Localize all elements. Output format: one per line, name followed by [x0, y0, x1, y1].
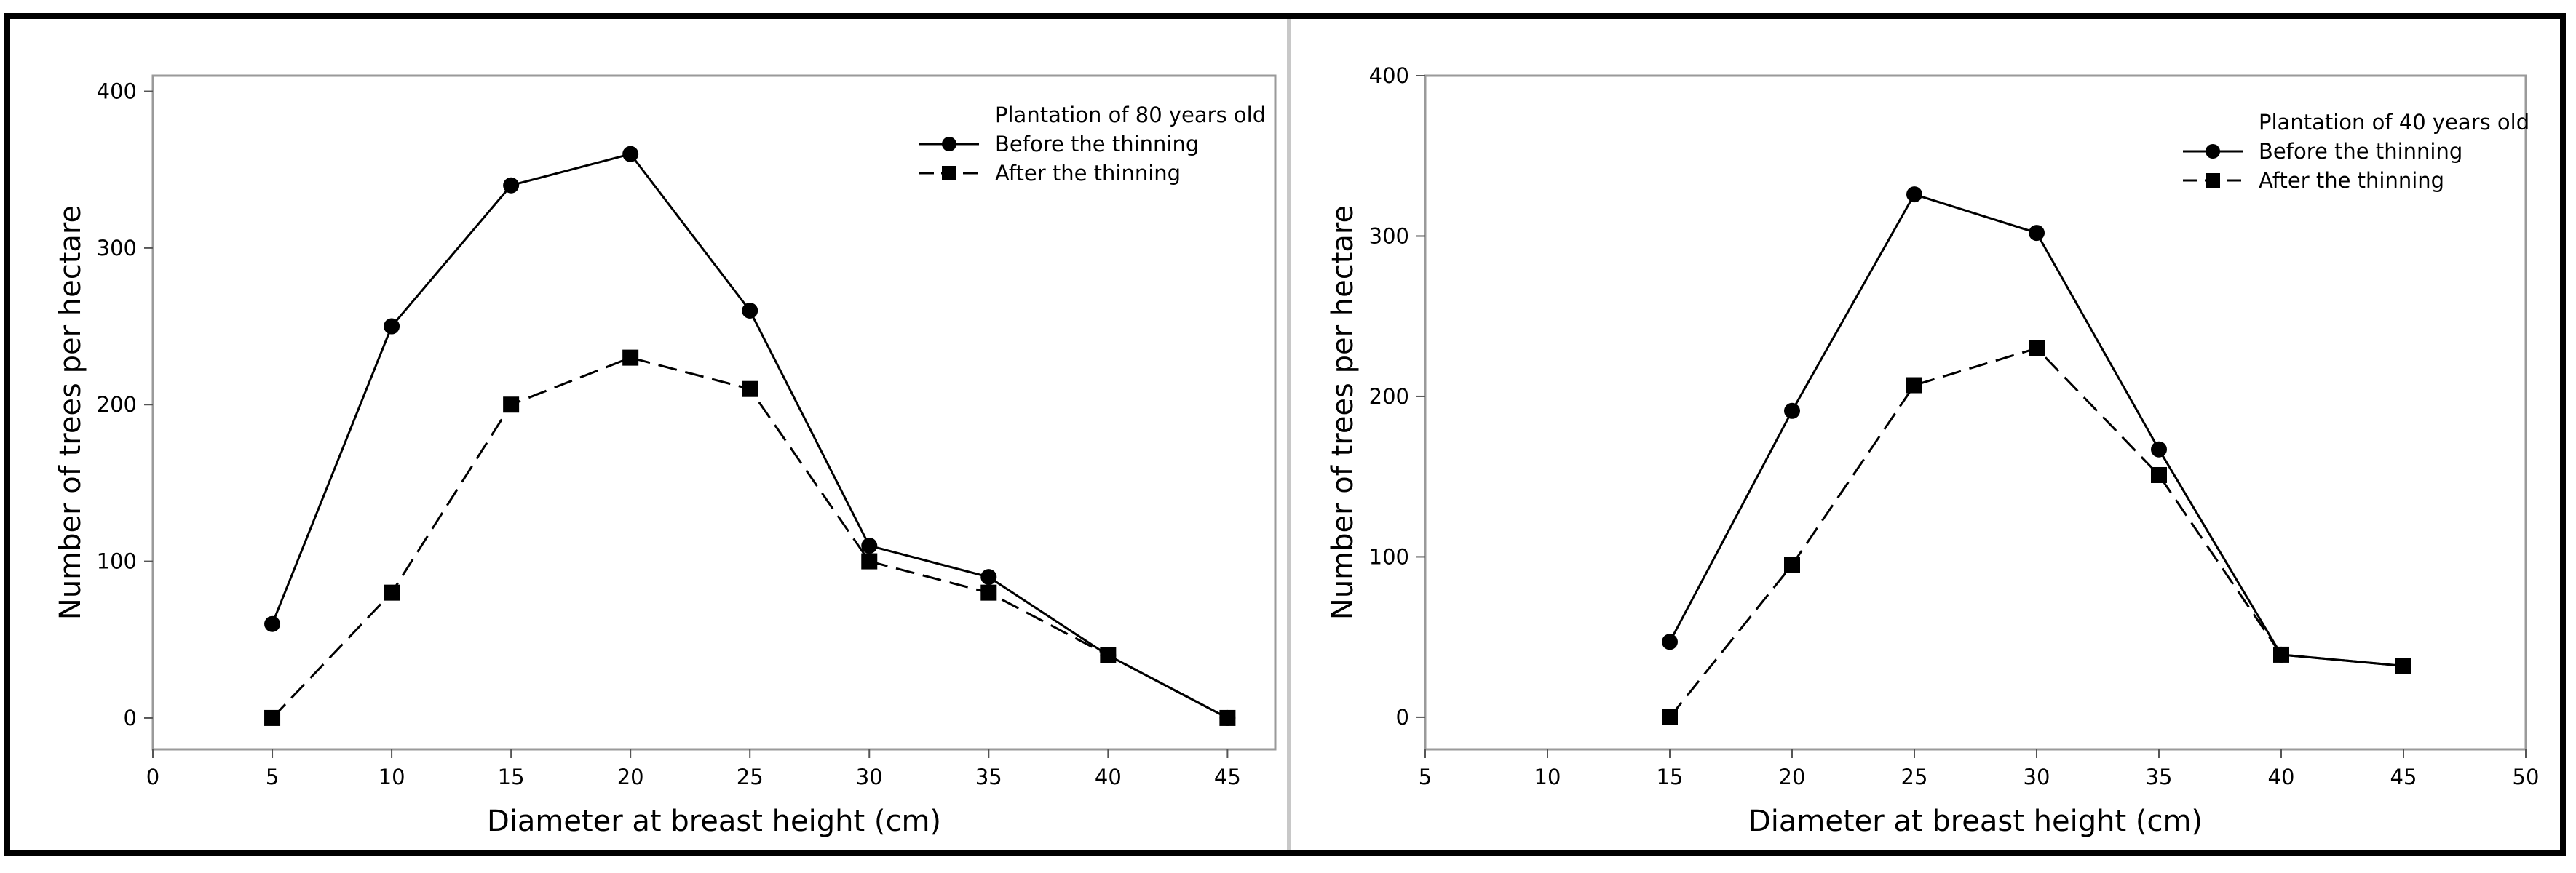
legend-entry-label: Before the thinning [2259, 139, 2462, 164]
series-line-before [1668, 193, 2404, 667]
x-tick-label: 35 [2146, 765, 2173, 789]
data-point-before [622, 146, 639, 162]
y-axis-label: Number of trees per hectare [1326, 205, 1360, 620]
legend-title: Plantation of 40 years old [2259, 110, 2529, 135]
x-tick-label: 20 [617, 765, 644, 789]
data-point-before [1906, 186, 1922, 203]
data-point-after [1906, 377, 1922, 394]
x-tick-label: 25 [1901, 765, 1928, 789]
data-point-after [861, 553, 878, 570]
data-point-before [264, 615, 281, 632]
y-tick-label: 100 [1369, 544, 1409, 569]
legend-marker-circle [942, 137, 956, 151]
x-tick-label: 45 [1214, 765, 1241, 789]
series-line-after [271, 356, 1229, 719]
chart-panel-2: 5 10 15 20 25 30 35 40 45 50 0 100 200 300 400 Diameter… [1326, 63, 2539, 838]
y-tick-label: 100 [97, 549, 137, 574]
series-line-after [1668, 347, 2404, 718]
x-tick-label: 15 [498, 765, 525, 789]
plot-area [151, 74, 1277, 751]
x-tick-label: 30 [2024, 765, 2050, 789]
chart-panel-1: 0 5 10 15 20 25 30 35 40 45 0 100 200 300 400 Diameter … [54, 74, 1277, 838]
x-tick-label: 10 [379, 765, 405, 789]
data-point-before [1784, 402, 1800, 419]
legend: Plantation of 40 years old Before the thi… [2183, 110, 2529, 193]
legend-marker-square [2206, 173, 2220, 188]
x-tick-label: 25 [737, 765, 764, 789]
legend-marker-square [942, 166, 956, 180]
data-point-after [384, 584, 400, 601]
plot-area [1424, 74, 2527, 751]
x-tick-label: 40 [1095, 765, 1122, 789]
data-point-after [980, 584, 997, 601]
x-tick-label: 0 [146, 765, 159, 789]
y-tick-label: 400 [1369, 63, 1409, 88]
x-axis-label: Diameter at breast height (cm) [1748, 805, 2203, 838]
data-point-before [2029, 225, 2045, 242]
data-point-before [384, 318, 400, 335]
data-point-after [1219, 709, 1236, 726]
y-tick-label: 300 [1369, 223, 1409, 248]
x-tick-label: 10 [1534, 765, 1561, 789]
y-tick-label: 200 [1369, 384, 1409, 409]
data-point-after [2395, 658, 2411, 674]
y-tick-label: 400 [97, 79, 137, 104]
panel-divider [1287, 19, 1291, 850]
x-tick-label: 45 [2390, 765, 2417, 789]
legend: Plantation of 80 years old Before the thi… [919, 103, 1266, 186]
y-tick-label: 200 [97, 392, 137, 417]
data-point-after [1784, 557, 1800, 573]
legend-entry-label: Before the thinning [995, 132, 1199, 156]
data-point-before [1662, 634, 1678, 650]
data-point-after [742, 380, 758, 397]
data-point-after [1100, 647, 1117, 663]
data-point-after [2151, 466, 2167, 483]
data-point-before [742, 303, 758, 319]
data-point-before [503, 177, 520, 194]
x-tick-label: 5 [1419, 765, 1432, 789]
x-tick-label: 5 [266, 765, 279, 789]
y-tick-label: 0 [124, 706, 137, 730]
x-tick-label: 20 [1779, 765, 1806, 789]
data-point-before [2151, 441, 2167, 458]
legend-title: Plantation of 80 years old [995, 103, 1266, 127]
figure-frame [4, 13, 2566, 856]
data-point-after [2273, 646, 2289, 663]
data-point-after [503, 396, 520, 413]
x-tick-label: 40 [2268, 765, 2295, 789]
data-point-before [861, 538, 878, 554]
y-axis-label: Number of trees per hectare [54, 205, 87, 620]
x-tick-label: 30 [856, 765, 883, 789]
y-tick-label: 300 [97, 236, 137, 260]
x-tick-label: 50 [2513, 765, 2540, 789]
x-tick-label: 35 [975, 765, 1002, 789]
x-tick-label: 15 [1657, 765, 1684, 789]
data-point-after [2029, 340, 2045, 356]
legend-entry-label: After the thinning [2259, 168, 2444, 193]
legend-entry-label: After the thinning [995, 161, 1181, 186]
data-point-after [622, 349, 639, 366]
x-axis-label: Diameter at breast height (cm) [487, 805, 941, 838]
series-line-before [271, 152, 1229, 719]
y-tick-label: 0 [1396, 705, 1409, 730]
legend-marker-circle [2206, 144, 2220, 159]
data-point-after [264, 709, 281, 726]
data-point-after [1662, 709, 1678, 725]
data-point-before [980, 569, 997, 586]
